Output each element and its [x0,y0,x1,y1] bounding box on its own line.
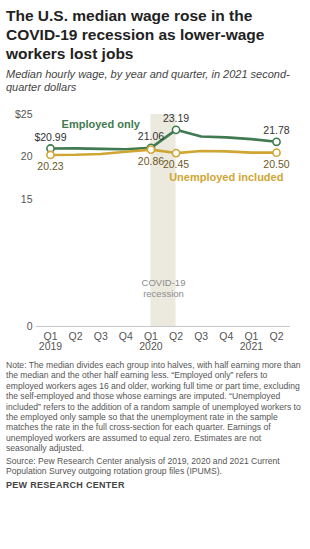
html-text:Note: The median divides each: Note: The median divides each group into… [6,360,301,454]
svg-text:Q12020: Q12020 [139,330,163,353]
svg-text:15: 15 [21,193,33,205]
svg-text:23.19: 23.19 [163,112,189,124]
svg-text:20.86: 20.86 [138,155,164,167]
svg-text:Q3: Q3 [94,330,108,342]
svg-text:Q3: Q3 [194,330,208,342]
svg-text:Q12019: Q12019 [39,330,63,353]
svg-text:Q2: Q2 [269,330,283,342]
svg-text:$25: $25 [15,108,33,120]
html-text:Source: Pew Research Center an: Source: Pew Research Center analysis of … [6,455,280,477]
svg-text:Q4: Q4 [119,330,133,342]
html-text:PEW RESEARCH CENTER: PEW RESEARCH CENTER [6,480,125,491]
html-text:The U.S. median wage rose in t: The U.S. median wage rose in the COVID-1… [6,7,265,62]
svg-text:20.50: 20.50 [263,158,289,170]
svg-text:Unemployed included: Unemployed included [169,171,283,183]
svg-text:Q2: Q2 [169,330,183,342]
svg-text:21.06: 21.06 [138,130,164,142]
svg-text:Employed only: Employed only [62,118,141,130]
svg-text:20.45: 20.45 [163,158,189,170]
svg-text:Q2: Q2 [69,330,83,342]
svg-text:20.23: 20.23 [37,160,63,172]
svg-text:20: 20 [21,150,33,162]
svg-text:0: 0 [27,320,33,332]
svg-text:Q12021: Q12021 [240,330,264,353]
html-text:Median hourly wage, by year an: Median hourly wage, by year and quarter,… [6,68,290,93]
svg-text:COVID-19recession: COVID-19recession [142,277,186,299]
svg-text:21.78: 21.78 [263,124,289,136]
svg-text:Q4: Q4 [219,330,233,342]
svg-text:$20.99: $20.99 [34,131,66,143]
